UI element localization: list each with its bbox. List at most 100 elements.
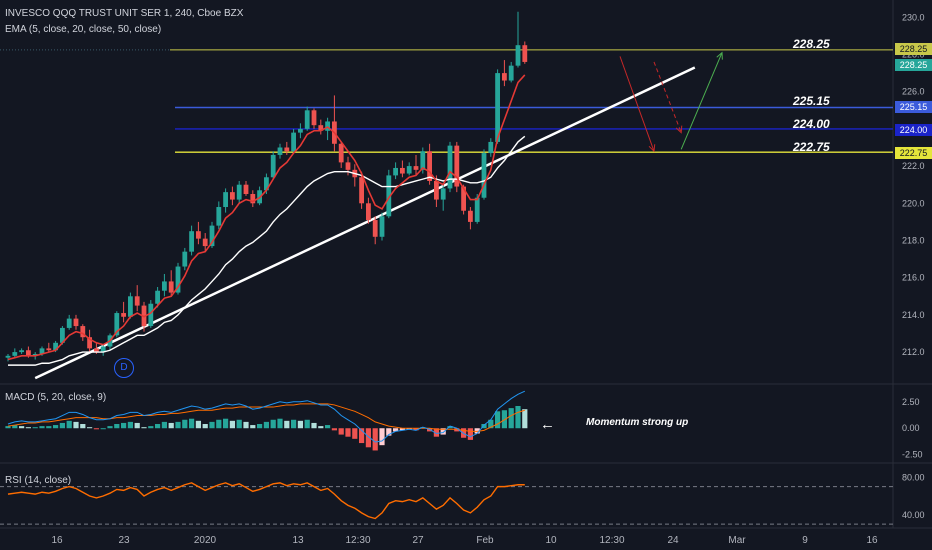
price-tick-label: 230.0 [902, 12, 925, 22]
candle-body [366, 203, 371, 221]
macd-histogram-bar [209, 421, 215, 429]
candle-body [325, 121, 330, 131]
candle-body [26, 350, 31, 356]
time-tick-label: 12:30 [345, 535, 370, 546]
candle-body [515, 45, 521, 66]
candle-body [495, 73, 500, 142]
macd-histogram-bar [508, 408, 514, 429]
macd-histogram-bar [365, 428, 371, 448]
candle-body [60, 327, 65, 343]
candle-body [304, 110, 310, 129]
macd-histogram-bar [359, 428, 365, 444]
macd-histogram-bar [195, 420, 201, 429]
ema-slow-line [8, 135, 526, 366]
macd-histogram-bar [46, 426, 52, 429]
macd-histogram-bar [270, 419, 276, 429]
candle-body [345, 162, 351, 170]
candle-body [66, 318, 72, 328]
candle-body [100, 346, 106, 353]
time-tick-label: Feb [476, 535, 494, 546]
dividend-event-badge[interactable]: D [114, 358, 134, 378]
macd-histogram-bar [495, 411, 501, 429]
macd-histogram-bar [311, 422, 317, 429]
macd-histogram-bar [243, 421, 249, 429]
macd-histogram-bar [73, 421, 79, 429]
macd-histogram-bar [277, 418, 283, 429]
candle-body [128, 296, 133, 317]
macd-histogram-bar [406, 428, 412, 430]
macd-histogram-bar [338, 428, 344, 435]
candle-body [230, 192, 235, 200]
candle-body [5, 355, 11, 358]
macd-histogram-bar [345, 428, 351, 437]
projection-arrow-up [680, 52, 723, 150]
macd-histogram-bar [325, 425, 331, 429]
candle-body [175, 266, 181, 293]
candle-body [87, 337, 92, 349]
rsi-tick-label: 80.00 [902, 472, 925, 482]
candle-body [311, 110, 317, 126]
macd-histogram-bar [5, 426, 11, 429]
candle-body [440, 188, 446, 200]
rsi-tick-label: 40.00 [902, 510, 925, 520]
time-tick-label: 13 [292, 535, 304, 546]
level-label-228-25: 228.25 [793, 37, 830, 51]
candle-body [318, 125, 324, 131]
macd-histogram-bar [257, 424, 263, 429]
macd-histogram-bar [59, 422, 65, 429]
macd-histogram-bar [127, 421, 133, 429]
candle-body [114, 313, 120, 336]
macd-histogram-bar [121, 422, 127, 429]
candle-body [406, 166, 412, 174]
macd-histogram-bar [352, 428, 358, 439]
support-trendline [34, 66, 696, 380]
rsi-pane: 80.00 40.00 [0, 472, 925, 525]
candle-body [148, 303, 154, 327]
time-tick-label: 16 [866, 535, 878, 546]
candle-body [481, 153, 487, 198]
macd-histogram-bar [399, 428, 405, 431]
price-tick-label: 220.0 [902, 198, 925, 208]
time-tick-label: 16 [51, 535, 63, 546]
candle-body [400, 167, 405, 174]
candle-body [216, 207, 222, 226]
price-tag-level-228: 228.25 [895, 43, 932, 55]
macd-histogram-bar [304, 419, 310, 429]
macd-histogram-bar [114, 424, 120, 429]
candle-body [80, 326, 86, 338]
macd-histogram-bar [141, 427, 147, 429]
macd-histogram-bar [93, 428, 99, 430]
macd-histogram-bar [202, 424, 208, 429]
price-tick-label: 222.0 [902, 161, 925, 171]
macd-histogram-bar [515, 406, 521, 429]
macd-pane: 2.50 0.00 -2.50 [5, 390, 923, 460]
macd-histogram-bar [39, 426, 45, 429]
candle-body [284, 147, 290, 152]
macd-histogram-bar [379, 428, 385, 446]
projection-arrow-down-dashed-head [675, 125, 683, 134]
macd-histogram-bar [413, 428, 419, 431]
candle-body [19, 350, 24, 353]
candle-body [338, 143, 344, 163]
macd-histogram-bar [32, 427, 38, 429]
candle-body [94, 348, 99, 353]
candle-body [413, 166, 419, 170]
candle-body [189, 231, 194, 252]
price-tag-last: 228.25 [895, 59, 932, 71]
macd-histogram-bar [250, 425, 256, 429]
macd-histogram-bar [522, 409, 528, 429]
time-tick-label: 2020 [194, 535, 217, 546]
macd-histogram-bar [223, 418, 229, 429]
macd-histogram-bar [467, 428, 473, 440]
candle-body [250, 194, 256, 204]
candle-body [488, 141, 494, 154]
candle-body [141, 305, 147, 327]
macd-histogram-bar [236, 419, 242, 429]
candle-body [202, 238, 208, 247]
candle-body [277, 147, 283, 155]
level-label-224-00: 224.00 [793, 117, 830, 131]
macd-signal-line [7, 403, 525, 432]
projection-arrow-up-head [716, 51, 723, 60]
macd-histogram-bar [66, 420, 72, 429]
